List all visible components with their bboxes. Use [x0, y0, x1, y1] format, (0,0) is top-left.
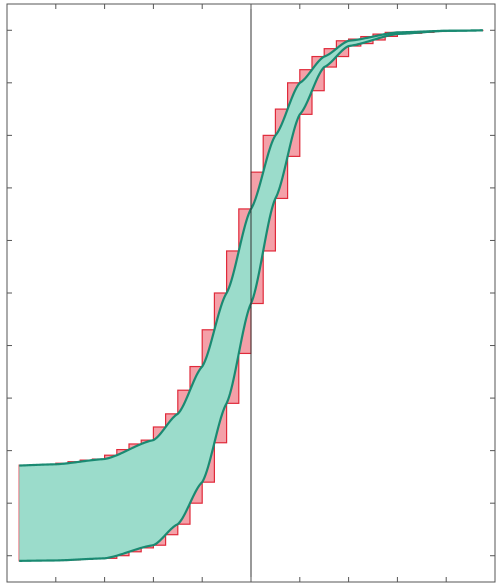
- axis-ticks: [6, 4, 496, 582]
